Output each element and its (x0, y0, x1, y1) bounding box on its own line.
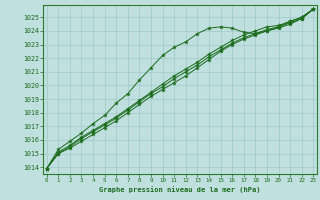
X-axis label: Graphe pression niveau de la mer (hPa): Graphe pression niveau de la mer (hPa) (99, 186, 261, 193)
